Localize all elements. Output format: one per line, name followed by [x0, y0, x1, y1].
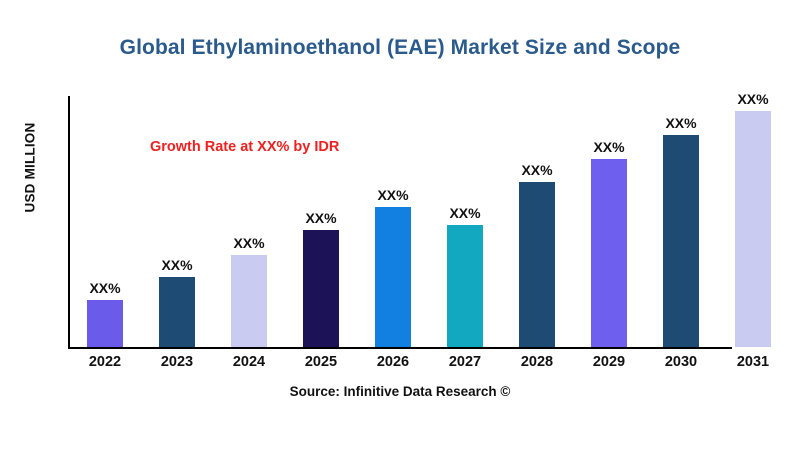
x-tick-label-2023: 2023 — [160, 354, 194, 370]
bar-value-label: XX% — [665, 115, 697, 131]
x-tick-label-2025: 2025 — [304, 354, 338, 370]
x-tick-label-2022: 2022 — [88, 354, 122, 370]
x-tick-label-2026: 2026 — [376, 354, 410, 370]
bar-2030[interactable] — [663, 135, 699, 347]
y-axis-line — [68, 96, 70, 349]
growth-rate-annotation: Growth Rate at XX% by IDR — [150, 139, 340, 155]
bar-2026[interactable] — [375, 207, 411, 347]
bar-2028[interactable] — [519, 182, 555, 347]
bar-2024[interactable] — [231, 255, 267, 347]
bar-2023[interactable] — [159, 277, 195, 347]
bar-value-label: XX% — [737, 91, 769, 107]
bar-2025[interactable] — [303, 230, 339, 347]
x-axis-line — [68, 347, 732, 349]
x-tick-label-2031: 2031 — [736, 354, 770, 370]
bar-2029[interactable] — [591, 159, 627, 347]
x-tick-label-2024: 2024 — [232, 354, 266, 370]
bar-2031[interactable] — [735, 111, 771, 347]
bar-2022[interactable] — [87, 300, 123, 347]
x-tick-label-2027: 2027 — [448, 354, 482, 370]
bar-value-label: XX% — [89, 280, 121, 296]
y-axis-label: USD MILLION — [22, 122, 38, 213]
bar-value-label: XX% — [305, 210, 337, 226]
bar-value-label: XX% — [521, 162, 553, 178]
source-caption: Source: Infinitive Data Research © — [289, 384, 511, 399]
bar-value-label: XX% — [449, 205, 481, 221]
bar-value-label: XX% — [377, 187, 409, 203]
x-tick-label-2028: 2028 — [520, 354, 554, 370]
bar-value-label: XX% — [161, 257, 193, 273]
x-tick-label-2030: 2030 — [664, 354, 698, 370]
plot-area: Growth Rate at XX% by IDR XX% 2022 XX% 2023… — [68, 91, 780, 370]
bar-value-label: XX% — [593, 139, 625, 155]
x-tick-label-2029: 2029 — [592, 354, 626, 370]
bar-series: XX% 2022 XX% 2023 XX% 2024 XX% 2025 XX% 2026 XX% 20… — [68, 91, 780, 370]
chart-title: Global Ethylaminoethanol (EAE) Market Si… — [119, 36, 681, 59]
bar-value-label: XX% — [233, 235, 265, 251]
bar-2027[interactable] — [447, 225, 483, 347]
